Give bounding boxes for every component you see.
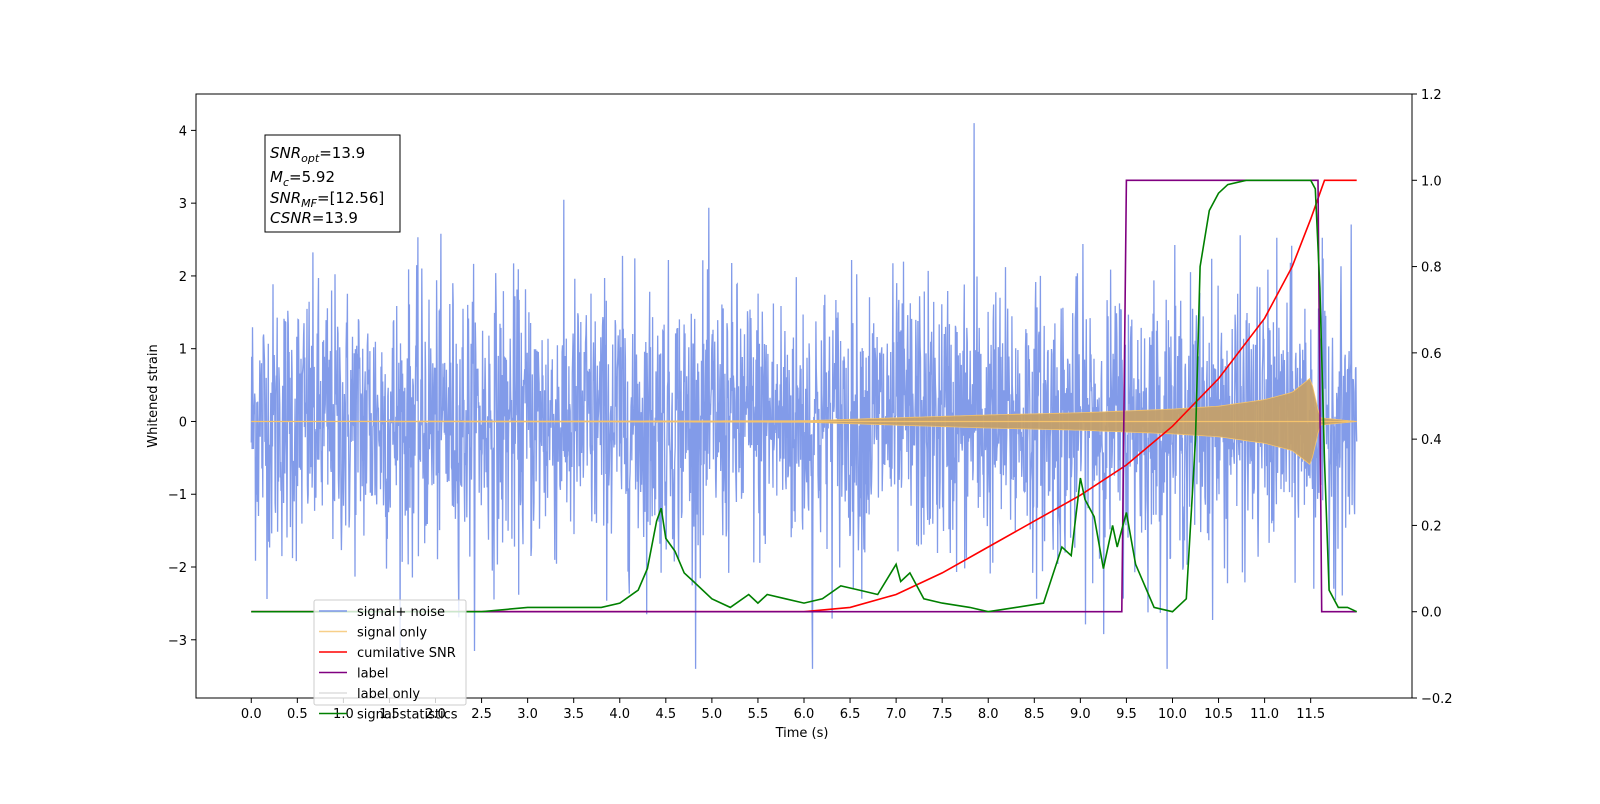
x-tick-label: 10.0 bbox=[1158, 707, 1187, 722]
x-axis-title: Time (s) bbox=[775, 726, 829, 741]
legend: signal+ noise signal only cumilative SNR la… bbox=[313, 599, 467, 723]
x-axis: 0.0 0.5 1.0 1.5 2.0 2.5 3.0 3.5 4.0 4.5 5.0 5.5 6.0 6… bbox=[241, 698, 1325, 722]
series-lines bbox=[251, 179, 1358, 613]
y-right-tick-label: 0.2 bbox=[1421, 519, 1442, 534]
x-tick-label: 7.5 bbox=[932, 707, 953, 722]
x-tick-label: 1.0 bbox=[333, 707, 354, 722]
y-right-tick-label: 1.0 bbox=[1421, 174, 1442, 189]
x-tick-label: 11.5 bbox=[1296, 707, 1325, 722]
x-tick-label: 3.5 bbox=[563, 707, 584, 722]
legend-label: signal+ noise bbox=[357, 605, 445, 620]
x-tick-label: 0.0 bbox=[241, 707, 262, 722]
annotation-line: SNRopt=13.9 bbox=[270, 144, 365, 165]
noise-trace bbox=[250, 123, 1358, 669]
x-tick-label: 3.0 bbox=[517, 707, 538, 722]
y-left-tick-label: 3 bbox=[179, 197, 187, 212]
y-axis-right: −0.2 0.0 0.2 0.4 0.6 0.8 1.0 1.2 bbox=[1412, 88, 1453, 707]
series-line-label bbox=[251, 179, 1357, 613]
legend-label: signal statistics bbox=[357, 708, 458, 723]
legend-frame bbox=[313, 599, 467, 706]
legend-label: label only bbox=[357, 687, 420, 702]
y-left-tick-label: 4 bbox=[179, 124, 187, 139]
legend-label: signal only bbox=[357, 626, 427, 641]
x-tick-label: 9.5 bbox=[1116, 707, 1137, 722]
y-left-tick-label: 1 bbox=[179, 343, 187, 358]
y-right-tick-label: −0.2 bbox=[1421, 692, 1453, 707]
x-tick-label: 6.0 bbox=[794, 707, 815, 722]
y-right-tick-label: 0.6 bbox=[1421, 347, 1442, 362]
annotation-line: SNRMF=[12.56] bbox=[270, 189, 384, 210]
series-line-signal-statistics bbox=[251, 179, 1358, 613]
x-tick-label: 8.0 bbox=[978, 707, 999, 722]
y-right-tick-label: 0.8 bbox=[1421, 261, 1442, 276]
x-tick-label: 11.0 bbox=[1250, 707, 1279, 722]
x-tick-label: 7.0 bbox=[886, 707, 907, 722]
y-left-tick-label: 0 bbox=[179, 415, 187, 430]
annotation-box: SNRopt=13.9 Mc=5.92 SNRMF=[12.56] CSNR=1… bbox=[264, 134, 401, 233]
annotation-line: Mc=5.92 bbox=[270, 168, 335, 189]
annotation-line: CSNR=13.9 bbox=[270, 209, 358, 227]
series-signal-noise bbox=[250, 123, 1358, 669]
x-tick-label: 1.5 bbox=[379, 707, 400, 722]
x-tick-label: 8.5 bbox=[1024, 707, 1045, 722]
x-tick-label: 9.0 bbox=[1070, 707, 1091, 722]
x-tick-label: 6.5 bbox=[840, 707, 861, 722]
x-tick-label: 2.5 bbox=[471, 707, 492, 722]
y-left-tick-label: −1 bbox=[168, 488, 187, 503]
x-tick-label: 4.5 bbox=[655, 707, 676, 722]
series-signal-only bbox=[251, 377, 1357, 466]
y-left-tick-label: 2 bbox=[179, 270, 187, 285]
y-left-tick-label: −2 bbox=[168, 561, 187, 576]
x-tick-label: 4.0 bbox=[609, 707, 630, 722]
x-tick-label: 5.5 bbox=[748, 707, 769, 722]
legend-label: label bbox=[357, 667, 388, 682]
x-tick-label: 5.0 bbox=[702, 707, 723, 722]
y-left-tick-label: −3 bbox=[168, 634, 187, 649]
x-tick-label: 10.5 bbox=[1204, 707, 1233, 722]
y-right-tick-label: 1.2 bbox=[1421, 88, 1442, 103]
x-tick-label: 2.0 bbox=[425, 707, 446, 722]
y-right-tick-label: 0.0 bbox=[1421, 606, 1442, 621]
legend-label: cumilative SNR bbox=[357, 646, 456, 661]
y-axis-left: −3 −2 −1 0 1 2 3 4 bbox=[168, 124, 196, 649]
y-axis-title: Whitened strain bbox=[146, 344, 161, 447]
x-tick-label: 0.5 bbox=[287, 707, 308, 722]
series-line-cumilative-snr bbox=[251, 179, 1357, 613]
y-right-tick-label: 0.4 bbox=[1421, 433, 1442, 448]
